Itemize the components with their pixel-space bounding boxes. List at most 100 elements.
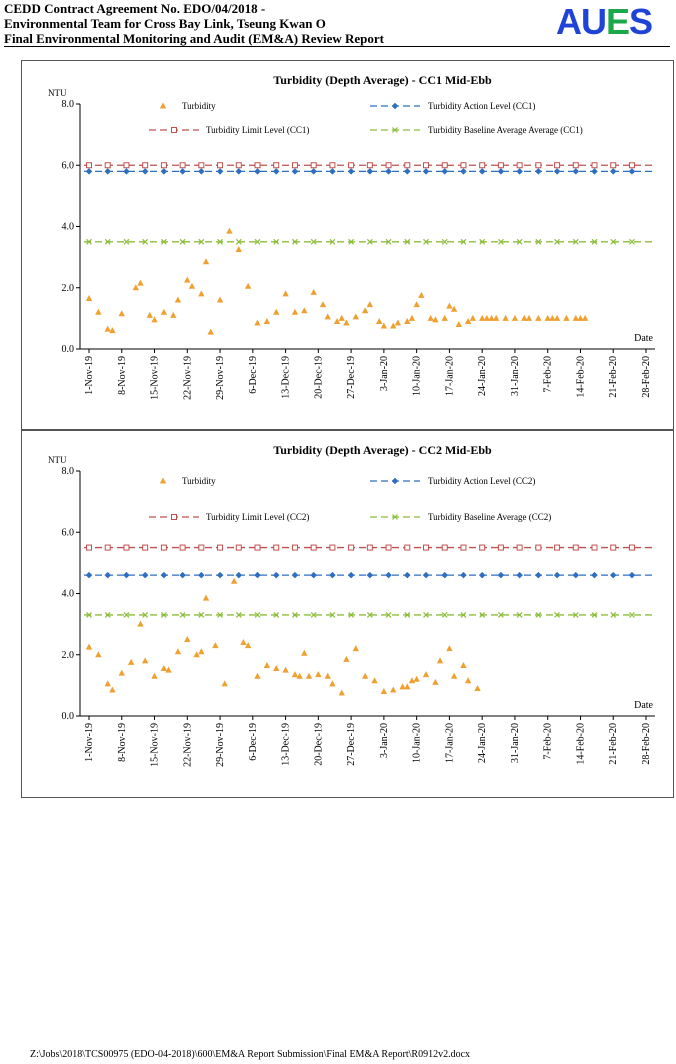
turbidity-point [478,314,486,321]
turbidity-point [352,313,359,320]
limit-level-marker [404,544,411,551]
legend-action-marker [391,477,399,485]
turbidity-point [109,327,116,334]
action-level-marker [235,571,243,579]
limit-level-marker [628,544,635,551]
y-tick-label: 4.0 [62,222,75,233]
legend-action-label: Turbidity Action Level (CC2) [428,476,535,486]
limit-level-marker [610,544,617,551]
x-tick-label: 8-Nov-19 [117,723,128,762]
action-level-marker [254,168,261,175]
x-tick-label: 29-Nov-19 [215,723,226,767]
limit-level-marker [310,162,317,169]
x-tick-label: 28-Feb-20 [641,723,652,765]
limit-level-marker [123,162,130,169]
limit-level-marker [591,162,598,169]
turbidity-point [137,279,144,286]
limit-level-marker [479,162,486,169]
limit-level-marker [516,162,523,169]
logo-part-s: S [629,1,653,42]
legend-limit-marker [171,514,177,520]
y-axis-label: NTU [48,455,67,465]
x-tick-label: 7-Feb-20 [543,356,554,393]
turbidity-point [427,314,434,321]
action-level-marker [403,571,411,579]
action-level-marker [366,168,374,175]
turbidity-point [502,314,509,321]
action-level-marker [85,168,93,175]
limit-level-marker [441,544,448,551]
limit-level-marker [104,544,111,551]
limit-level-marker [179,544,186,551]
legend-turbidity-marker [159,102,167,109]
legend-turbidity-marker [159,477,167,484]
turbidity-point [380,322,388,329]
turbidity-point [380,688,388,694]
baseline-level-marker [198,238,205,245]
turbidity-point [319,301,327,308]
turbidity-point [581,314,589,321]
baseline-level-marker [160,238,167,245]
turbidity-point [553,314,561,321]
limit-level-marker [441,162,448,169]
limit-level-marker [610,162,617,169]
y-tick-label: 0.0 [62,711,75,722]
turbidity-point [263,661,271,668]
turbidity-point [333,317,341,324]
baseline-level-marker [385,238,392,245]
limit-level-marker [497,544,504,551]
x-axis-label: Date [634,700,653,711]
turbidity-point [244,642,252,649]
turbidity-point [104,680,111,687]
limit-level-marker [366,544,373,551]
y-tick-label: 0.0 [62,344,75,355]
turbidity-point [450,305,458,312]
turbidity-point [338,314,345,321]
baseline-level-marker [516,238,523,245]
turbidity-point [310,288,317,295]
turbidity-point [193,651,200,658]
baseline-level-marker [273,612,280,618]
turbidity-point [146,311,154,318]
turbidity-point [450,672,458,679]
x-tick-label: 15-Nov-19 [150,723,161,767]
turbidity-point [366,301,374,308]
turbidity-point [390,686,397,693]
turbidity-point [85,643,93,650]
baseline-level-marker [179,238,186,245]
legend-limit-label: Turbidity Limit Level (CC1) [206,125,309,135]
turbidity-point [174,648,182,655]
turbidity-point [296,672,303,679]
turbidity-point [212,642,219,649]
turbidity-point [525,314,533,321]
baseline-level-marker [479,612,486,618]
baseline-level-marker [235,612,242,618]
x-tick-label: 1-Nov-19 [84,723,95,762]
turbidity-point [422,671,430,678]
limit-level-marker [460,544,467,551]
action-level-marker [197,168,205,175]
action-level-marker [160,571,168,579]
turbidity-point [230,577,238,584]
turbidity-point [198,648,205,655]
baseline-level-marker [104,238,111,245]
turbidity-point [399,683,406,690]
x-tick-label: 6-Dec-19 [248,723,259,761]
x-tick-label: 1-Nov-19 [84,356,95,395]
x-tick-label: 6-Dec-19 [248,356,259,394]
baseline-level-marker [629,238,635,245]
limit-level-marker [235,544,242,551]
action-level-marker [628,168,636,175]
limit-level-marker [217,544,224,551]
limit-level-marker [123,544,130,551]
limit-level-marker [404,162,411,169]
limit-level-marker [273,162,280,169]
legend-baseline-marker [392,127,398,133]
x-tick-label: 31-Jan-20 [510,356,521,396]
turbidity-point [118,669,125,676]
baseline-level-marker [404,238,411,245]
limit-level-marker [142,544,149,551]
legend-limit-marker [171,127,177,133]
action-level-marker [422,571,430,579]
limit-level-marker [291,162,298,169]
